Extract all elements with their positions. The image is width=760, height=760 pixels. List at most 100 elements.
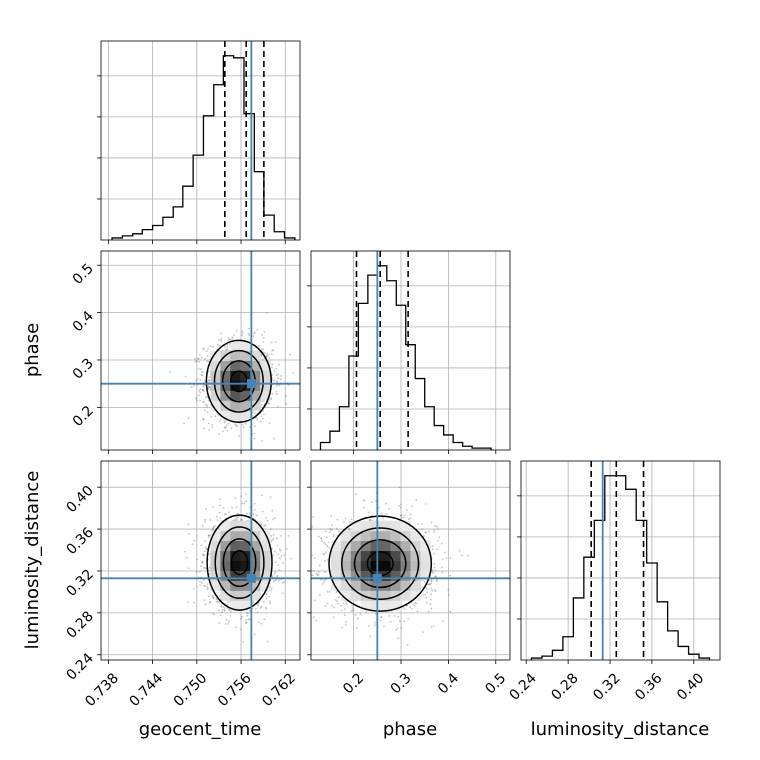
y-tick-label-phase: 0.3 — [70, 355, 97, 382]
sample-point — [202, 389, 204, 392]
sample-point — [278, 384, 281, 387]
density-bin — [330, 580, 342, 591]
sample-point — [433, 566, 436, 569]
sample-point — [442, 620, 444, 623]
sample-point — [202, 385, 205, 388]
sample-point — [262, 348, 265, 350]
sample-point — [226, 345, 229, 348]
sample-point — [397, 615, 400, 618]
sample-point — [431, 569, 434, 571]
sample-point — [220, 605, 223, 608]
sample-point — [207, 534, 210, 537]
sample-point — [235, 517, 238, 520]
sample-point — [195, 379, 197, 382]
sample-point — [318, 564, 321, 567]
density-bin — [240, 560, 251, 571]
sample-point — [340, 609, 343, 612]
sample-point — [396, 627, 399, 630]
sample-point — [260, 523, 263, 525]
density-bin — [410, 580, 421, 591]
sample-point — [196, 399, 198, 402]
sample-point — [205, 508, 208, 511]
sample-point — [371, 501, 374, 504]
density-bin — [220, 410, 231, 421]
sample-point — [430, 582, 433, 585]
sample-point — [447, 593, 450, 596]
sample-point — [444, 551, 446, 554]
density-bin — [240, 540, 251, 552]
sample-point — [281, 581, 284, 584]
sample-point — [260, 353, 263, 356]
sample-point — [271, 363, 274, 366]
sample-point — [199, 368, 202, 371]
sample-point — [227, 339, 230, 341]
sample-point — [198, 360, 200, 363]
density-bin — [250, 390, 261, 401]
sample-point — [256, 514, 258, 517]
sample-point — [209, 601, 212, 604]
sample-point — [233, 334, 235, 337]
sample-point — [227, 601, 229, 604]
sample-point — [218, 511, 221, 514]
sample-point — [400, 503, 403, 506]
sample-point — [400, 517, 403, 519]
sample-point — [231, 338, 233, 341]
density-bin — [400, 530, 411, 542]
density-bin — [230, 550, 241, 561]
sample-point — [266, 352, 269, 355]
panel-frame-phase-luminosity_distance — [310, 460, 511, 661]
sample-point — [435, 580, 438, 583]
sample-point — [278, 569, 281, 572]
sample-point — [192, 601, 195, 604]
sample-point — [431, 571, 434, 574]
sample-point — [212, 526, 215, 529]
sample-point — [276, 574, 279, 577]
density-bin — [230, 590, 241, 601]
density-bin — [380, 520, 392, 532]
sample-point — [227, 337, 230, 340]
density-bin — [340, 580, 352, 591]
sample-point — [247, 332, 250, 335]
sample-point — [261, 410, 264, 413]
sample-point — [332, 616, 335, 619]
sample-point — [261, 333, 264, 336]
sample-point — [268, 595, 271, 598]
sample-point — [301, 568, 303, 570]
x-axis-label-luminosity_distance: luminosity_distance — [531, 719, 710, 740]
sample-point — [433, 529, 436, 532]
x-tick-label-luminosity_distance: 0.36 — [632, 670, 665, 703]
sample-point — [196, 558, 198, 561]
sample-point — [313, 599, 316, 602]
sample-point — [215, 598, 218, 601]
density-bin — [380, 570, 392, 581]
sample-point — [201, 371, 204, 373]
density-bin — [420, 540, 431, 552]
sample-point — [413, 605, 416, 607]
sample-point — [324, 551, 327, 554]
sample-point — [321, 583, 324, 585]
sample-point — [324, 543, 327, 546]
density-bin — [230, 570, 241, 581]
sample-point — [241, 332, 244, 335]
sample-point — [280, 555, 283, 557]
x-tick-label-luminosity_distance: 0.28 — [548, 670, 581, 703]
sample-point — [351, 609, 354, 612]
sample-point — [270, 534, 273, 537]
density-bin — [380, 540, 392, 552]
sample-point — [429, 583, 432, 585]
sample-point — [253, 437, 256, 440]
sample-point — [246, 512, 248, 515]
sample-point — [212, 528, 215, 531]
sample-point — [208, 601, 211, 604]
sample-point — [431, 545, 434, 548]
sample-point — [201, 561, 204, 564]
sample-point — [336, 600, 338, 602]
sample-point — [218, 419, 221, 422]
sample-point — [203, 566, 205, 569]
sample-point — [201, 581, 203, 584]
sample-point — [426, 591, 429, 594]
sample-point — [434, 569, 437, 572]
sample-point — [229, 338, 231, 341]
sample-point — [447, 588, 450, 591]
sample-point — [197, 367, 200, 370]
